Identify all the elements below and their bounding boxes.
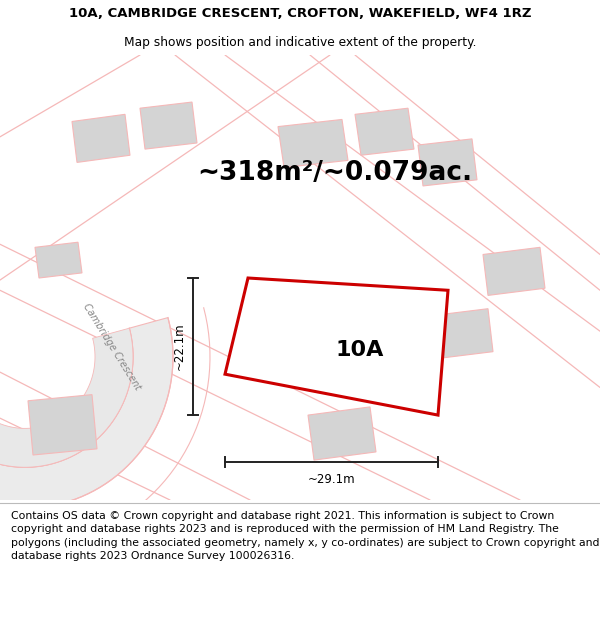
- Polygon shape: [0, 328, 133, 468]
- Text: Contains OS data © Crown copyright and database right 2021. This information is : Contains OS data © Crown copyright and d…: [11, 511, 599, 561]
- Polygon shape: [355, 108, 414, 155]
- Text: Map shows position and indicative extent of the property.: Map shows position and indicative extent…: [124, 36, 476, 49]
- Polygon shape: [418, 139, 477, 186]
- Text: 10A: 10A: [335, 339, 384, 359]
- Text: ~318m²/~0.079ac.: ~318m²/~0.079ac.: [197, 159, 473, 186]
- Polygon shape: [28, 394, 97, 455]
- Polygon shape: [140, 102, 197, 149]
- Polygon shape: [72, 114, 130, 162]
- Polygon shape: [278, 119, 348, 168]
- Text: ~29.1m: ~29.1m: [308, 473, 355, 486]
- Polygon shape: [35, 242, 82, 278]
- Polygon shape: [308, 407, 376, 460]
- Text: 10A, CAMBRIDGE CRESCENT, CROFTON, WAKEFIELD, WF4 1RZ: 10A, CAMBRIDGE CRESCENT, CROFTON, WAKEFI…: [69, 8, 531, 20]
- Polygon shape: [483, 248, 545, 296]
- Text: Cambridge Crescent: Cambridge Crescent: [81, 301, 143, 392]
- Polygon shape: [0, 318, 173, 508]
- Polygon shape: [225, 278, 448, 415]
- Polygon shape: [430, 309, 493, 359]
- Text: ~22.1m: ~22.1m: [173, 322, 185, 371]
